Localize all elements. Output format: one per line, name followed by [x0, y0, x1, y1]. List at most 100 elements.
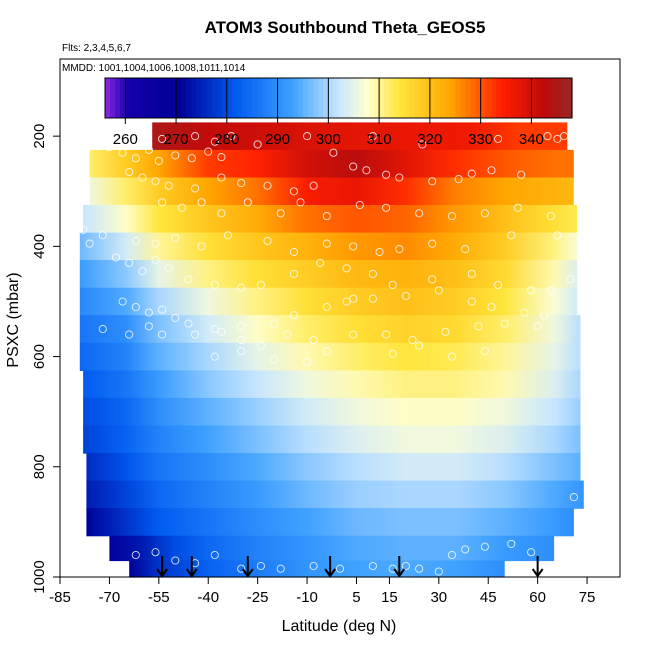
observation-point — [408, 335, 417, 345]
colorbar-segment — [231, 78, 238, 118]
observation-point — [480, 542, 489, 551]
x-axis-label: Latitude (deg N) — [282, 618, 397, 635]
colorbar-segment — [374, 78, 380, 118]
colorbar-segment — [546, 78, 553, 118]
observation-point — [98, 324, 107, 334]
observation-point — [210, 324, 219, 334]
observation-point — [171, 556, 180, 565]
field-band — [83, 370, 581, 399]
observation-point — [210, 550, 219, 560]
observation-point — [474, 322, 483, 331]
observation-point — [447, 212, 457, 221]
colorbar-segment — [541, 78, 548, 118]
observation-point — [520, 308, 529, 317]
observation-point — [349, 242, 358, 251]
arrow-head — [393, 568, 406, 578]
observation-point — [517, 170, 526, 179]
colorbar-segment — [176, 78, 182, 118]
arrow-head — [531, 568, 544, 578]
field-band — [89, 149, 574, 179]
field-band — [152, 122, 568, 151]
colorbar-segment — [440, 78, 446, 118]
colorbar-tick-label: 270 — [164, 131, 189, 148]
observation-point — [382, 203, 391, 212]
colorbar-segment — [201, 78, 208, 118]
observation-point — [111, 253, 121, 262]
observation-point — [227, 132, 236, 141]
observation-point — [428, 239, 437, 248]
field-band — [109, 535, 555, 562]
colorbar-segment — [485, 78, 492, 118]
observation-point — [480, 209, 489, 218]
field-band — [79, 315, 581, 344]
colorbar-segment — [181, 78, 187, 118]
observation-point — [204, 147, 213, 156]
observation-point — [494, 280, 503, 289]
observation-point — [342, 297, 351, 306]
colorbar-segment — [302, 78, 309, 118]
field-band — [79, 342, 581, 371]
observation-point — [289, 269, 298, 278]
observation-point — [191, 132, 200, 141]
observation-point — [171, 234, 180, 243]
observation-point — [237, 335, 246, 345]
observation-point — [256, 341, 265, 350]
colorbar-segment — [257, 78, 263, 118]
observation-point — [151, 177, 160, 186]
observation-point — [303, 132, 312, 141]
y-axis-label: PSXC (mbar) — [5, 272, 22, 367]
colorbar-segment — [495, 78, 502, 118]
observation-point — [256, 561, 265, 571]
field-band — [86, 480, 584, 509]
observation-point — [553, 231, 562, 240]
colorbar-segment — [155, 78, 162, 118]
observation-point — [322, 302, 331, 312]
colorbar-segment — [526, 78, 532, 118]
colorbar-segment — [358, 78, 365, 118]
observation-point — [118, 297, 127, 306]
observation-point — [263, 181, 272, 190]
observation-point — [566, 275, 575, 284]
x-axis: -85 -70 -55 -40 -25 -10 5 15 30 45 60 75 — [49, 577, 595, 606]
observation-point — [72, 501, 81, 510]
colorbar-segment — [343, 78, 350, 118]
observation-point — [415, 564, 424, 573]
observation-point — [494, 134, 503, 143]
x-tick-label: 75 — [579, 589, 596, 606]
colorbar-segment — [262, 78, 269, 118]
colorbar-segment — [252, 78, 258, 118]
colorbar-segment — [404, 78, 411, 118]
colorbar-segment — [516, 78, 522, 118]
observation-point — [125, 330, 134, 339]
observation-point — [98, 231, 107, 240]
colorbar-segment — [323, 78, 329, 118]
x-tick-label: -25 — [247, 589, 269, 606]
colorbar-segment — [135, 78, 142, 118]
observation-point — [467, 169, 476, 178]
colorbar-segment — [353, 78, 360, 118]
observation-point — [289, 187, 298, 196]
observation-point — [395, 173, 404, 182]
observation-points — [72, 132, 578, 576]
observation-point — [434, 286, 443, 295]
observation-point — [131, 236, 140, 245]
arrow-head — [241, 568, 254, 578]
colorbar-segment — [160, 78, 167, 118]
colorbar-segment — [130, 78, 137, 118]
colorbar-segment — [272, 78, 279, 118]
observation-point — [75, 145, 84, 154]
chart-title: ATOM3 Southbound Theta_GEOS5 — [205, 18, 486, 37]
observation-point — [415, 209, 424, 218]
observation-point — [85, 239, 94, 248]
observation-point — [158, 330, 167, 339]
arrow-head — [156, 568, 168, 578]
observation-point — [388, 349, 397, 358]
observation-point — [276, 564, 285, 573]
observation-point — [151, 239, 160, 248]
colorbar-segment — [368, 78, 375, 118]
observation-point — [368, 269, 377, 278]
colorbar-segment — [465, 78, 472, 118]
observation-point — [540, 311, 549, 320]
x-tick-label: 30 — [430, 589, 447, 606]
colorbar-segment — [490, 78, 497, 118]
